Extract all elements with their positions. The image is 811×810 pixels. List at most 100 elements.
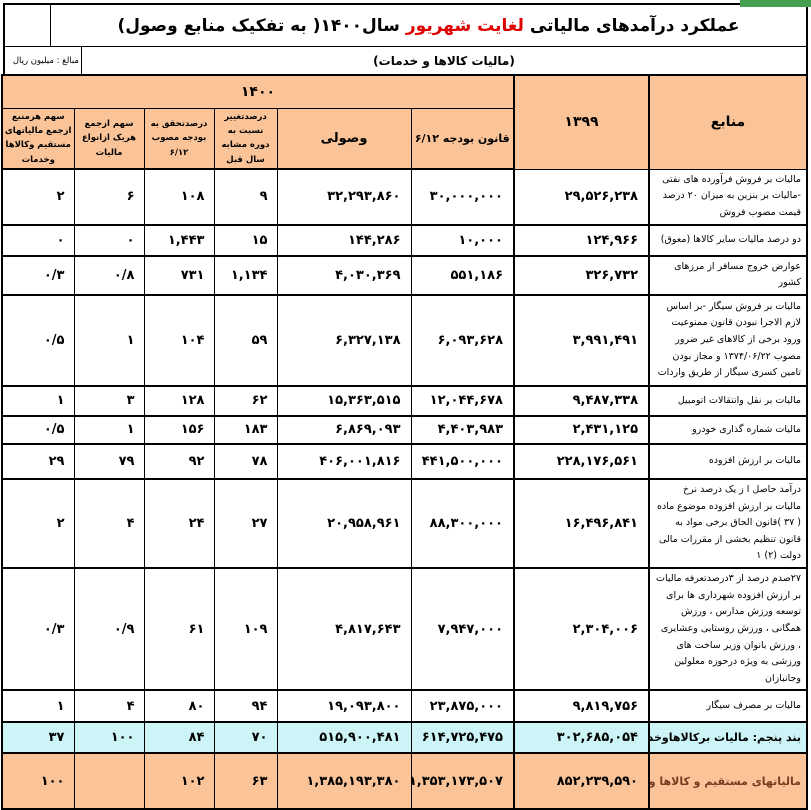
collected-value: ۴,۸۱۷,۶۴۳ — [276, 567, 412, 692]
table-row: مالیات بر مصرف سیگار ۹,۸۱۹,۷۵۶ ۲۳,۸۷۵,۰۰… — [1, 689, 808, 724]
budget-value: ۴,۴۰۳,۹۸۳ — [410, 415, 515, 445]
prev-year-value: ۳۰۲,۶۸۵,۰۵۴ — [513, 721, 650, 755]
table-row: مالیات بر نقل وانتقالات اتومبیل ۹,۴۸۷,۳۳… — [1, 385, 808, 417]
table-row: ۲۷صدم درصد از ۳درصدتعرفه مالیات بر ارزش … — [1, 567, 808, 692]
share-tax-value: ۰ — [73, 224, 145, 257]
pct-realization-value: ۱,۴۴۳ — [143, 224, 215, 257]
source-label: مالیات بر فروش فرآورده های نفتی -مالیات … — [648, 168, 808, 226]
title-highlight: لغایت شهریور — [405, 15, 524, 36]
report-header: عملکرد درآمدهای مالیاتی لغایت شهریور سال… — [3, 3, 808, 74]
pct-change-value: ۹۴ — [213, 689, 278, 724]
title-prefix: عملکرد درآمدهای مالیاتی — [529, 15, 740, 36]
share-tax-value: ۰/۹ — [73, 567, 145, 692]
pct-realization-value: ۷۳۱ — [143, 255, 215, 296]
share-total-value: ۲ — [1, 478, 75, 570]
pct-change-value: ۷۸ — [213, 443, 278, 480]
column-header-sources: منابع — [648, 74, 808, 170]
column-header-share-tax-type: سهم ازجمع هریک ازانواع مالیات — [73, 107, 145, 171]
budget-value: ۱۰,۰۰۰ — [410, 224, 515, 257]
budget-value: ۶۱۴,۷۲۵,۴۷۵ — [410, 721, 515, 755]
prev-year-value: ۱۲۴,۹۶۶ — [513, 224, 650, 257]
share-tax-value: ۴ — [73, 478, 145, 570]
pct-change-value: ۹ — [213, 168, 278, 226]
pct-realization-value: ۱۲۸ — [143, 385, 215, 417]
source-label: عوارض خروج مسافر از مرزهای کشور — [648, 255, 808, 296]
share-tax-value — [73, 752, 145, 810]
column-header-prev-year: ۱۳۹۹ — [513, 74, 650, 170]
pct-realization-value: ۱۰۴ — [143, 294, 215, 387]
prev-year-value: ۸۵۲,۲۳۹,۵۹۰ — [513, 752, 650, 810]
share-total-value: ۱ — [1, 689, 75, 724]
collected-value: ۱۹,۰۹۳,۸۰۰ — [276, 689, 412, 724]
title-corner-cell — [5, 5, 51, 46]
share-tax-value: ۱ — [73, 415, 145, 445]
prev-year-value: ۲۹,۵۲۶,۲۳۸ — [513, 168, 650, 226]
pct-realization-value: ۹۲ — [143, 443, 215, 480]
table-subtitle: (مالیات کالاها و خدمات) — [373, 53, 515, 68]
prev-year-value: ۲۲۸,۱۷۶,۵۶۱ — [513, 443, 650, 480]
source-label: مالیاتهای مستقیم و کالاها وخدمات — [648, 752, 808, 810]
tax-report-sheet: عملکرد درآمدهای مالیاتی لغایت شهریور سال… — [0, 3, 808, 810]
budget-value: ۴۴۱,۵۰۰,۰۰۰ — [410, 443, 515, 480]
table-row: درآمد حاصل ا ز یک درصد نرخ مالیات بر ارز… — [1, 478, 808, 570]
budget-value: ۲۳,۸۷۵,۰۰۰ — [410, 689, 515, 724]
budget-value: ۵۵۱,۱۸۶ — [410, 255, 515, 296]
green-accent-strip — [740, 0, 811, 7]
budget-value: ۶,۰۹۳,۶۲۸ — [410, 294, 515, 387]
prev-year-value: ۳۲۶,۷۳۲ — [513, 255, 650, 296]
subtotal-row: بند پنجم: مالیات برکالاهاوخدمات ۳۰۲,۶۸۵,… — [1, 721, 808, 755]
prev-year-value: ۹,۴۸۷,۳۳۸ — [513, 385, 650, 417]
share-total-value: ۰/۵ — [1, 294, 75, 387]
header-row-columns: قانون بودجه ۶/۱۲ وصولی درصدتغییر نسبت به… — [1, 107, 807, 171]
page-title: عملکرد درآمدهای مالیاتی لغایت شهریور سال… — [51, 5, 806, 46]
share-tax-value: ۴ — [73, 689, 145, 724]
column-header-collected: وصولی — [276, 107, 412, 171]
prev-year-value: ۱۶,۴۹۶,۸۴۱ — [513, 478, 650, 570]
share-total-value: ۰/۳ — [1, 567, 75, 692]
share-tax-value: ۱ — [73, 294, 145, 387]
share-total-value: ۲ — [1, 168, 75, 226]
collected-value: ۱,۳۸۵,۱۹۳,۳۸۰ — [276, 752, 412, 810]
source-label: بند پنجم: مالیات برکالاهاوخدمات — [648, 721, 808, 755]
budget-value: ۱۲,۰۴۴,۶۷۸ — [410, 385, 515, 417]
table-row: عوارض خروج مسافر از مرزهای کشور ۳۲۶,۷۳۲ … — [1, 255, 808, 296]
units-row: (مالیات کالاها و خدمات) مبالغ : میلیون ر… — [5, 47, 806, 74]
total-row: مالیاتهای مستقیم و کالاها وخدمات ۸۵۲,۲۳۹… — [1, 752, 808, 810]
prev-year-value: ۲,۳۰۴,۰۰۶ — [513, 567, 650, 692]
prev-year-value: ۳,۹۹۱,۴۹۱ — [513, 294, 650, 387]
source-label: دو درصد مالیات سایر کالاها (معوق) — [648, 224, 808, 257]
share-total-value: ۱ — [1, 385, 75, 417]
column-header-pct-realization: درصدتحقق به بودجه مصوب ۶/۱۲ — [143, 107, 215, 171]
prev-year-value: ۹,۸۱۹,۷۵۶ — [513, 689, 650, 724]
pct-change-value: ۶۲ — [213, 385, 278, 417]
table-row: مالیات بر فروش فرآورده های نفتی -مالیات … — [1, 168, 808, 226]
pct-change-value: ۱۰۹ — [213, 567, 278, 692]
tax-table: منابع ۱۳۹۹ ۱۴۰۰ قانون بودجه ۶/۱۲ وصولی د… — [0, 74, 808, 810]
share-total-value: ۰ — [1, 224, 75, 257]
collected-value: ۲۰,۹۵۸,۹۶۱ — [276, 478, 412, 570]
column-header-share-total: سهم هرمنبع ازجمع مالیاتهای مستقیم وکالاه… — [1, 107, 75, 171]
title-suffix: سال۱۴۰۰( به تفکیک منابع وصول) — [117, 15, 400, 36]
share-tax-value: ۳ — [73, 385, 145, 417]
column-header-current-year: ۱۴۰۰ — [1, 74, 515, 109]
units-note: مبالغ : میلیون ریال — [5, 47, 82, 74]
collected-value: ۴۰۶,۰۰۱,۸۱۶ — [276, 443, 412, 480]
share-tax-value: ۰/۸ — [73, 255, 145, 296]
pct-realization-value: ۸۴ — [143, 721, 215, 755]
pct-change-value: ۱۵ — [213, 224, 278, 257]
title-row: عملکرد درآمدهای مالیاتی لغایت شهریور سال… — [5, 5, 806, 47]
collected-value: ۴,۰۳۰,۳۶۹ — [276, 255, 412, 296]
pct-realization-value: ۱۰۸ — [143, 168, 215, 226]
collected-value: ۱۴۴,۲۸۶ — [276, 224, 412, 257]
collected-value: ۱۵,۳۶۳,۵۱۵ — [276, 385, 412, 417]
collected-value: ۶,۸۶۹,۰۹۳ — [276, 415, 412, 445]
share-total-value: ۲۹ — [1, 443, 75, 480]
prev-year-value: ۲,۴۳۱,۱۲۵ — [513, 415, 650, 445]
table-row: مالیات بر ارزش افزوده ۲۲۸,۱۷۶,۵۶۱ ۴۴۱,۵۰… — [1, 443, 808, 480]
pct-realization-value: ۲۴ — [143, 478, 215, 570]
collected-value: ۶,۳۲۷,۱۳۸ — [276, 294, 412, 387]
budget-value: ۳۰,۰۰۰,۰۰۰ — [410, 168, 515, 226]
pct-realization-value: ۱۵۶ — [143, 415, 215, 445]
source-label: مالیات شماره گذاری خودرو — [648, 415, 808, 445]
source-label: مالیات بر مصرف سیگار — [648, 689, 808, 724]
